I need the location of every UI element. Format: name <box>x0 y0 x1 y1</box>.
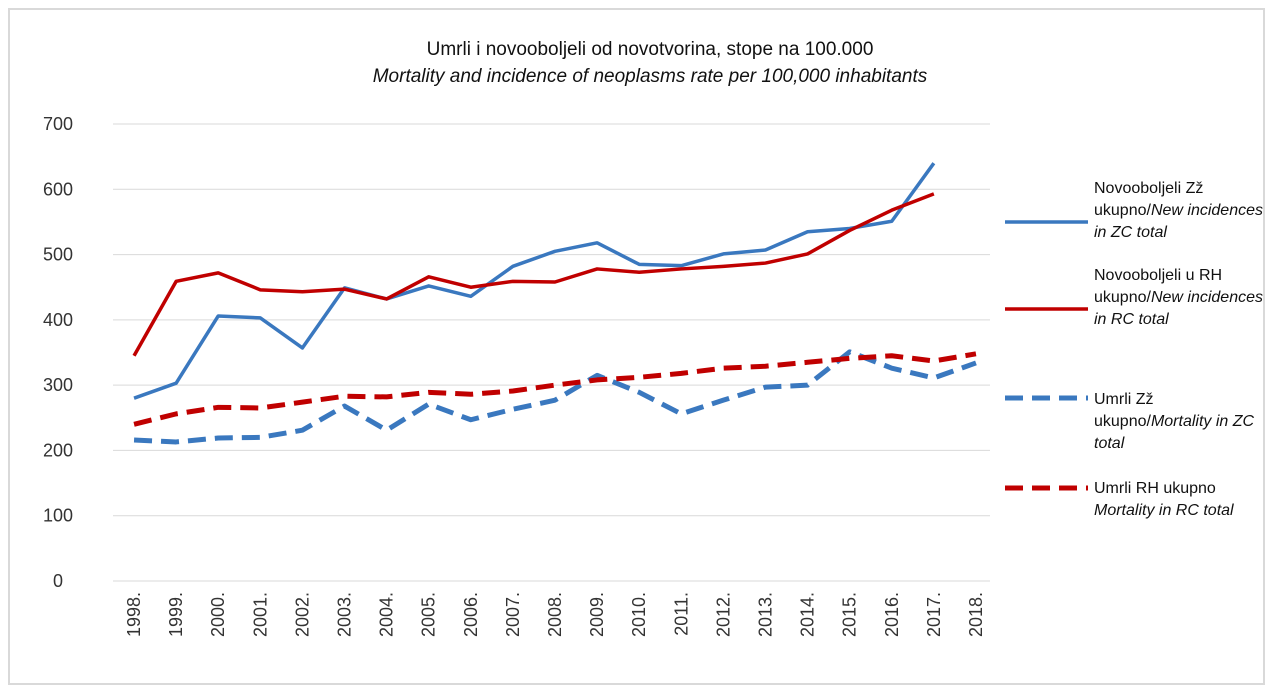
series-line <box>132 192 935 357</box>
legend-text: Novooboljeli u RH ukupno/ <box>1094 267 1223 306</box>
x-tick-label: 2002. <box>292 592 312 637</box>
y-tick-label: 200 <box>43 440 73 460</box>
x-tick-label: 2018. <box>966 592 986 637</box>
legend-text: Mortality in ZC total <box>1094 413 1255 452</box>
y-tick-label: 400 <box>43 310 73 330</box>
legend-text: New incidences in RC total <box>1094 289 1263 328</box>
y-tick-label: 300 <box>43 375 73 395</box>
x-tick-label: 2004. <box>377 592 397 637</box>
legend-entry: Novooboljeli Zž ukupno/New incidences in… <box>1094 178 1266 244</box>
x-tick-label: 2016. <box>882 592 902 637</box>
x-tick-label: 1998. <box>124 592 144 637</box>
legend-text: Mortality in RC total <box>1094 502 1234 519</box>
x-tick-label: 2015. <box>840 592 860 637</box>
x-tick-label: 2008. <box>545 592 565 637</box>
series-line <box>133 349 977 445</box>
legend-entry: Umrli Zž ukupno/Mortality in ZC total <box>1094 389 1266 455</box>
x-tick-label: 2010. <box>629 592 649 637</box>
y-tick-label: 600 <box>43 179 73 199</box>
legend-entry: Umrli RH ukupno Mortality in RC total <box>1094 478 1266 522</box>
legend-text: Novooboljeli Zž ukupno/ <box>1094 180 1204 219</box>
x-tick-label: 2014. <box>798 592 818 637</box>
x-tick-label: 2001. <box>250 592 270 637</box>
legend-text: New incidences in ZC total <box>1094 202 1263 241</box>
x-tick-label: 2017. <box>924 592 944 637</box>
y-tick-label: 100 <box>43 506 73 526</box>
series-line <box>133 162 936 400</box>
chart-subtitle: Mortality and incidence of neoplasms rat… <box>373 66 928 87</box>
x-tick-label: 2011. <box>671 592 691 636</box>
legend-text: Umrli Zž ukupno/ <box>1094 391 1154 430</box>
chart-frame <box>8 8 1265 685</box>
x-tick-label: 2003. <box>335 592 355 637</box>
x-tick-label: 2009. <box>587 592 607 637</box>
y-tick-label: 700 <box>43 114 73 134</box>
x-tick-label: 2005. <box>419 592 439 637</box>
x-tick-label: 2006. <box>461 592 481 637</box>
x-tick-label: 2013. <box>755 592 775 637</box>
y-tick-label: 0 <box>53 571 63 591</box>
x-tick-label: 2000. <box>208 592 228 637</box>
x-tick-label: 2007. <box>503 592 523 637</box>
chart-title: Umrli i novooboljeli od novotvorina, sto… <box>427 39 874 60</box>
series-line <box>133 351 977 427</box>
legend-entry: Novooboljeli u RH ukupno/New incidences … <box>1094 265 1266 331</box>
x-tick-label: 1999. <box>166 592 186 637</box>
x-tick-label: 2012. <box>713 592 733 637</box>
legend-text: Umrli RH ukupno <box>1094 480 1216 497</box>
y-tick-label: 500 <box>43 245 73 265</box>
